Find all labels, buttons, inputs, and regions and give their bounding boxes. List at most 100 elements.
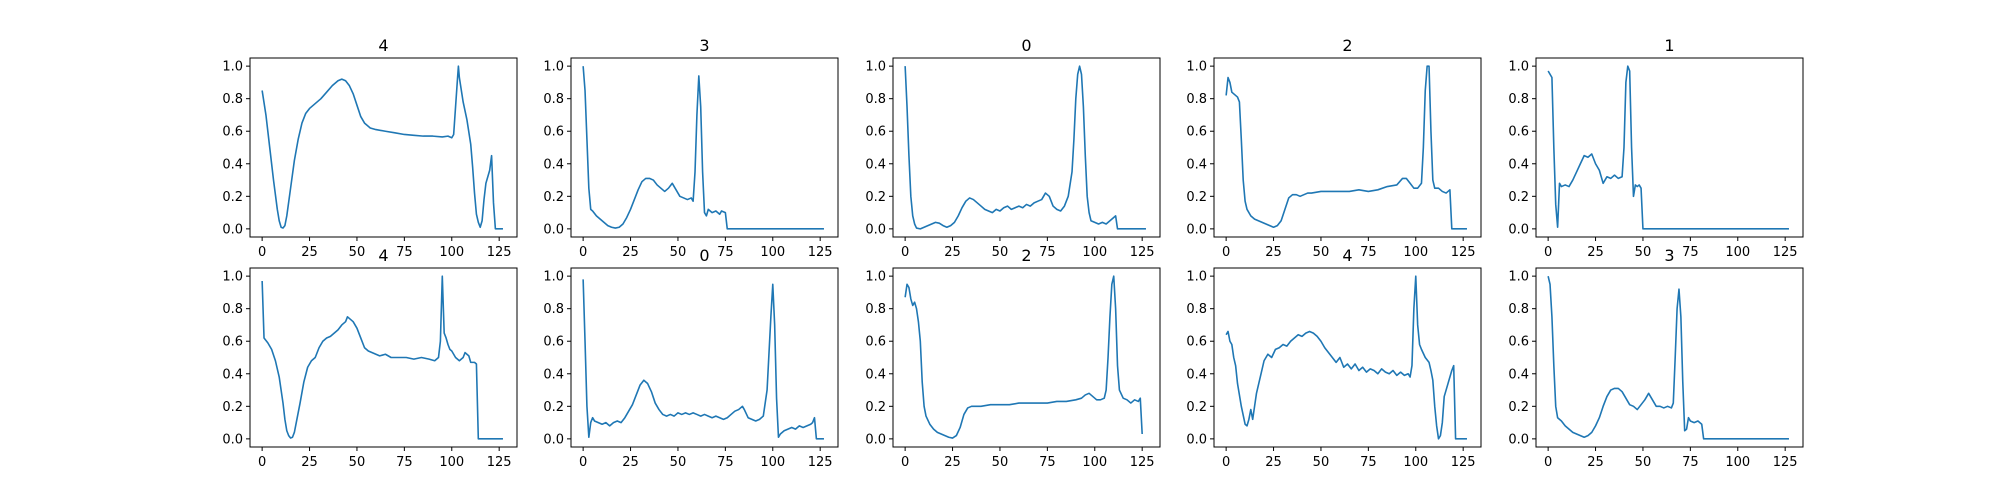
y-tick-label: 0.6	[865, 125, 886, 140]
x-tick-label: 100	[760, 455, 785, 470]
x-tick-label: 75	[1039, 245, 1056, 260]
y-tick-label: 1.0	[543, 270, 564, 285]
x-tick-label: 125	[1451, 455, 1476, 470]
x-tick-label: 25	[1265, 245, 1282, 260]
x-tick-label: 50	[1635, 455, 1652, 470]
y-tick-label: 0.6	[543, 335, 564, 350]
series-line	[582, 279, 824, 440]
x-tick-label: 125	[808, 455, 833, 470]
x-tick-label: 50	[992, 455, 1009, 470]
x-tick-label: 0	[258, 245, 266, 260]
axes-frame	[1213, 267, 1482, 448]
y-tick-label: 0.0	[865, 222, 886, 237]
y-tick-label: 0.6	[1186, 125, 1207, 140]
x-tick-label: 0	[1544, 455, 1552, 470]
x-tick-label: 25	[622, 245, 639, 260]
x-tick-label: 75	[1682, 455, 1699, 470]
x-tick-label: 125	[1773, 245, 1798, 260]
series-line	[1547, 275, 1789, 440]
x-tick-label: 100	[1725, 245, 1750, 260]
axes-frame	[892, 57, 1161, 238]
y-tick-label: 0.0	[1186, 222, 1207, 237]
y-tick-label: 0.2	[865, 190, 886, 205]
x-tick-label: 0	[1544, 245, 1552, 260]
y-tick-label: 1.0	[222, 60, 243, 75]
y-tick-label: 0.4	[543, 157, 564, 172]
y-tick-label: 0.2	[865, 400, 886, 415]
y-tick-label: 0.0	[222, 432, 243, 447]
y-tick-label: 0.4	[1508, 157, 1529, 172]
subplot-3: 2 0 25 50 75 100 125 0.0 0.2 0.4 0.6 0.8 1.0	[1186, 36, 1482, 260]
x-tick-label: 100	[1082, 455, 1107, 470]
y-tick-label: 0.2	[1186, 400, 1207, 415]
x-tick-label: 125	[487, 455, 512, 470]
x-tick-label: 25	[1265, 455, 1282, 470]
x-tick-label: 100	[1403, 245, 1428, 260]
y-tick-label: 0.0	[1508, 432, 1529, 447]
subplot-4: 1 0 25 50 75 100 125 0.0 0.2 0.4 0.6 0.8 1.0	[1508, 36, 1804, 260]
y-tick-label: 1.0	[1186, 270, 1207, 285]
y-tick-label: 0.2	[543, 190, 564, 205]
axes-frame	[1213, 57, 1482, 238]
subplot-title: 4	[378, 246, 388, 265]
x-tick-label: 125	[1130, 455, 1155, 470]
subplot-title: 2	[1021, 246, 1031, 265]
x-tick-label: 100	[1725, 455, 1750, 470]
x-tick-label: 75	[1360, 245, 1377, 260]
x-tick-label: 50	[349, 245, 366, 260]
y-tick-label: 0.2	[1186, 190, 1207, 205]
x-tick-label: 0	[579, 455, 587, 470]
x-tick-label: 25	[1587, 455, 1604, 470]
y-tick-label: 0.8	[1508, 302, 1529, 317]
y-tick-label: 0.4	[865, 157, 886, 172]
axes-frame	[249, 267, 518, 448]
x-tick-label: 100	[1082, 245, 1107, 260]
x-tick-label: 125	[487, 245, 512, 260]
y-tick-label: 0.0	[1186, 432, 1207, 447]
y-tick-label: 0.8	[1186, 92, 1207, 107]
x-tick-label: 75	[1039, 455, 1056, 470]
y-tick-label: 0.4	[1186, 367, 1207, 382]
series-line	[261, 65, 503, 230]
series-line	[1225, 65, 1467, 230]
x-tick-label: 50	[1313, 245, 1330, 260]
x-tick-label: 100	[439, 455, 464, 470]
y-tick-label: 0.8	[1186, 302, 1207, 317]
y-tick-label: 0.8	[543, 302, 564, 317]
y-tick-label: 0.0	[543, 432, 564, 447]
x-tick-label: 75	[1682, 245, 1699, 260]
series-line	[904, 65, 1146, 230]
subplot-title: 0	[1021, 36, 1031, 55]
x-tick-label: 50	[349, 455, 366, 470]
y-tick-label: 0.4	[222, 157, 243, 172]
x-tick-label: 0	[1222, 245, 1230, 260]
y-tick-label: 0.0	[865, 432, 886, 447]
x-tick-label: 25	[944, 455, 961, 470]
y-tick-label: 0.8	[865, 92, 886, 107]
x-tick-label: 0	[258, 455, 266, 470]
y-tick-label: 0.4	[865, 367, 886, 382]
x-tick-label: 125	[1451, 245, 1476, 260]
y-tick-label: 0.8	[543, 92, 564, 107]
y-tick-label: 1.0	[1508, 270, 1529, 285]
axes-frame	[892, 267, 1161, 448]
x-tick-label: 0	[579, 245, 587, 260]
x-tick-label: 75	[717, 455, 734, 470]
x-tick-label: 75	[396, 245, 413, 260]
y-tick-label: 1.0	[865, 270, 886, 285]
subplot-5: 4 0 25 50 75 100 125 0.0 0.2 0.4 0.6 0.8 1.0	[222, 246, 518, 470]
subplot-title: 4	[1342, 246, 1352, 265]
y-tick-label: 0.8	[222, 92, 243, 107]
y-tick-label: 0.6	[222, 335, 243, 350]
subplot-7: 2 0 25 50 75 100 125 0.0 0.2 0.4 0.6 0.8 1.0	[865, 246, 1161, 470]
axes-frame	[1535, 267, 1804, 448]
subplot-8: 4 0 25 50 75 100 125 0.0 0.2 0.4 0.6 0.8 1.0	[1186, 246, 1482, 470]
y-tick-label: 0.6	[1508, 335, 1529, 350]
x-tick-label: 0	[1222, 455, 1230, 470]
subplot-title: 3	[699, 36, 709, 55]
x-tick-label: 25	[1587, 245, 1604, 260]
x-tick-label: 50	[670, 455, 687, 470]
x-tick-label: 0	[901, 245, 909, 260]
y-tick-label: 0.8	[222, 302, 243, 317]
